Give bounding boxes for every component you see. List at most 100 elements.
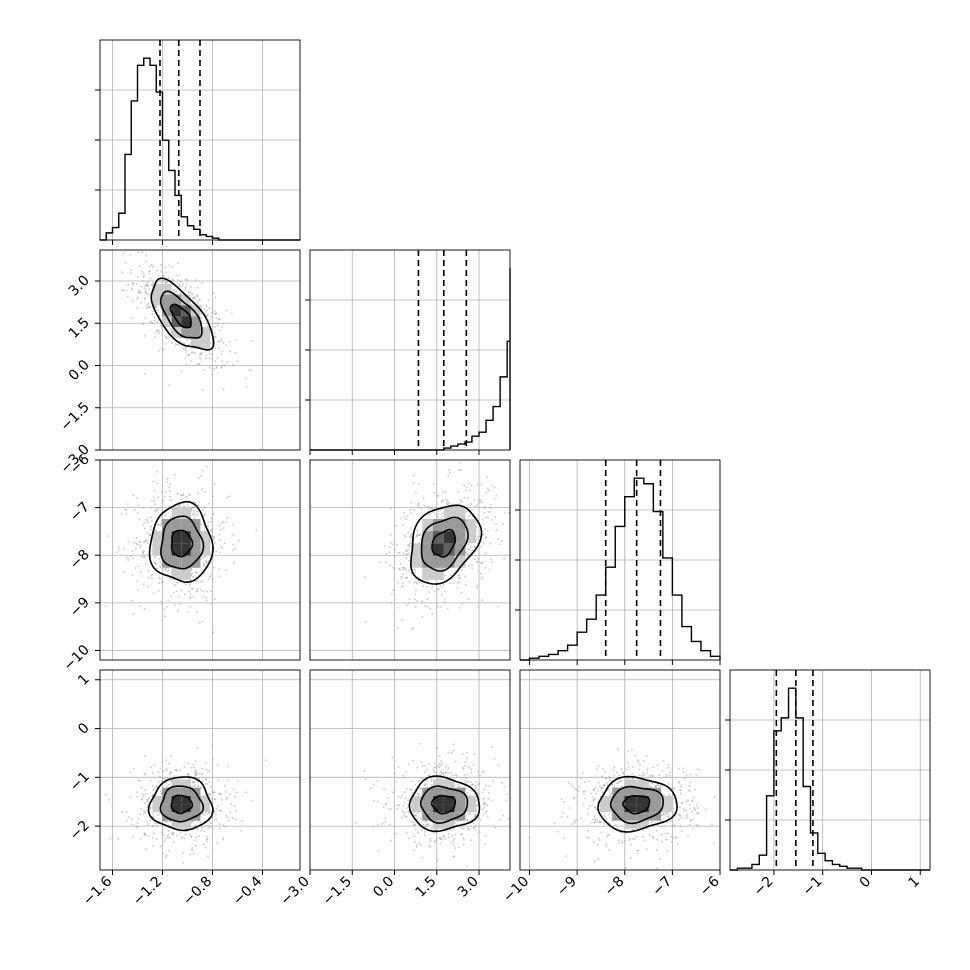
scatter-point — [617, 748, 619, 751]
scatter-point — [416, 534, 419, 537]
scatter-point — [160, 522, 163, 524]
panel-frame — [309, 669, 511, 871]
scatter-point — [447, 772, 449, 775]
scatter-point — [148, 288, 151, 290]
scatter-point — [166, 606, 168, 608]
scatter-point — [200, 359, 203, 361]
scatter-point — [195, 590, 198, 592]
density-cell — [443, 804, 455, 813]
scatter-point — [681, 802, 684, 805]
scatter-point — [680, 792, 682, 795]
scatter-point — [453, 844, 455, 846]
density-cell — [181, 506, 191, 519]
scatter-point — [219, 793, 221, 796]
scatter-point — [185, 583, 188, 586]
scatter-point — [197, 492, 200, 495]
scatter-point — [684, 817, 687, 820]
scatter-point — [199, 821, 202, 824]
scatter-point — [141, 270, 144, 273]
density-cell — [162, 804, 172, 813]
scatter-point — [152, 310, 155, 312]
scatter-point — [501, 781, 503, 784]
scatter-point — [421, 777, 424, 780]
density-cell — [422, 787, 433, 796]
scatter-point — [147, 281, 150, 284]
scatter-point — [162, 274, 165, 277]
scatter-point — [222, 838, 225, 841]
scatter-point — [422, 823, 425, 826]
scatter-point — [402, 524, 404, 526]
scatter-point — [125, 289, 128, 292]
scatter-point — [165, 767, 168, 770]
scatter-point — [488, 785, 491, 787]
scatter-point — [448, 469, 450, 472]
scatter-point — [190, 766, 193, 769]
scatter-point — [646, 771, 649, 774]
scatter-point — [597, 858, 600, 860]
density-cell — [648, 804, 662, 813]
scatter-point — [214, 296, 217, 299]
scatter-point — [161, 777, 164, 779]
scatter-point — [168, 505, 171, 508]
scatter-point — [109, 837, 112, 840]
scatter-point — [418, 483, 421, 486]
scatter-point — [186, 354, 189, 356]
scatter-point — [670, 841, 673, 843]
scatter-point — [418, 581, 420, 584]
scatter-point — [162, 820, 164, 822]
scatter-point — [232, 549, 235, 552]
scatter-point — [233, 795, 236, 798]
scatter-point — [144, 289, 147, 292]
scatter-point — [196, 587, 199, 590]
scatter-point — [484, 528, 486, 530]
scatter-point — [462, 843, 465, 846]
scatter-point — [643, 773, 646, 776]
scatter-point — [416, 600, 418, 602]
scatter-point — [155, 509, 158, 512]
scatter-point — [446, 500, 449, 502]
scatter-point — [477, 816, 480, 819]
scatter-point — [204, 312, 206, 314]
scatter-point — [612, 769, 615, 772]
scatter-point — [205, 768, 208, 771]
scatter-point — [631, 749, 633, 751]
scatter-point — [600, 831, 602, 834]
scatter-point — [156, 786, 158, 789]
scatter-point — [481, 599, 484, 602]
scatter-point — [443, 774, 445, 777]
scatter-point — [124, 262, 127, 264]
scatter-point — [229, 811, 232, 814]
scatter-point — [410, 527, 412, 529]
scatter-point — [203, 564, 206, 566]
scatter-point — [671, 824, 674, 827]
scatter-point — [129, 771, 132, 773]
scatter-point — [184, 286, 187, 289]
density-cell — [181, 531, 191, 544]
scatter-point — [669, 771, 672, 774]
scatter-point — [480, 572, 482, 575]
scatter-point — [570, 783, 573, 785]
scatter-point — [205, 599, 208, 602]
x-tick-label: 3.0 — [455, 874, 482, 901]
scatter-point — [666, 821, 669, 824]
scatter-point — [162, 833, 165, 836]
scatter-point — [482, 533, 484, 536]
scatter-point — [213, 367, 216, 370]
scatter-point — [594, 806, 597, 808]
scatter-point — [619, 780, 621, 783]
scatter-point — [172, 831, 175, 834]
scatter-point — [189, 291, 192, 294]
scatter-point — [184, 833, 187, 836]
scatter-point — [404, 553, 407, 556]
scatter-point — [150, 577, 153, 580]
scatter-point — [436, 746, 439, 749]
scatter-point — [183, 342, 186, 345]
scatter-point — [166, 784, 168, 787]
density-cell — [200, 337, 210, 349]
scatter-point — [571, 785, 574, 788]
scatter-point — [429, 845, 431, 848]
scatter-point — [613, 774, 616, 776]
scatter-point — [491, 746, 493, 749]
scatter-point — [497, 538, 499, 540]
density-cell — [636, 820, 649, 829]
